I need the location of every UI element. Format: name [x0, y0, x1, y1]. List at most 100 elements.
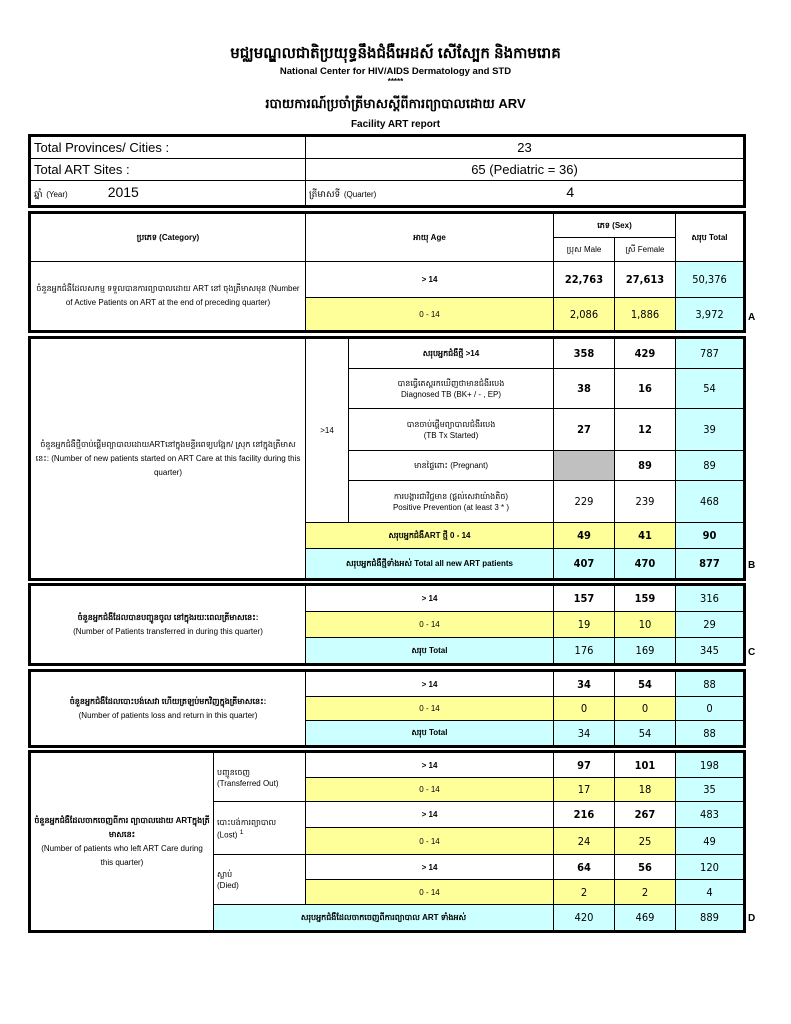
row-label-khmer: បានចាប់ផ្តើមព្យាបាលជំងឺរបេង: [406, 420, 496, 429]
female-cell: 54: [614, 671, 676, 697]
total-label: សរុប Total: [305, 720, 554, 746]
section-d-table: ចំនួនអ្នកជំងឺដែលចាកចេញពីការ ព្យាបាលដោយ A…: [28, 750, 746, 933]
sites-value: 65 (Pediatric = 36): [305, 158, 744, 181]
female-cell: 169: [614, 637, 676, 664]
provinces-label: Total Provinces/ Cities :: [30, 136, 306, 159]
age-cell: > 14: [305, 854, 554, 880]
male-cell: 97: [553, 752, 615, 778]
report-title-khmer: របាយការណ៍ប្រចាំត្រីមាសស្តីពីការព្យាបាលដោ…: [265, 96, 526, 111]
male-cell: 229: [553, 480, 615, 523]
loss-return-table: ចំនួនអ្នកជំងឺដែលបោះបង់សេវា ហើយត្រឡប់មកវិ…: [28, 669, 746, 748]
age-cell: 0 - 14: [305, 611, 554, 638]
male-cell: 157: [553, 585, 615, 612]
total-cell: 877: [675, 548, 744, 579]
total-label: សរុបអ្នកជំងឺថ្មីទាំងអស់ Total all new AR…: [305, 548, 554, 579]
loss-return-label: ចំនួនអ្នកជំងឺដែលបោះបង់សេវា ហើយត្រឡប់មកវិ…: [30, 671, 306, 746]
age-cell: 0 - 14: [305, 827, 554, 855]
total-cell: 3,972: [675, 297, 745, 331]
male-cell: 176: [553, 637, 615, 664]
row-label: សរុបអ្នកជំងឺថ្មី >14: [348, 338, 554, 369]
quarter-label-khmer: ត្រីមាសទី: [309, 189, 341, 199]
row-label-khmer: ការបង្ការជាវិជ្ជមាន (ផ្តល់សេវាយ៉ាងតិច): [393, 492, 509, 501]
total-cell: 29: [675, 611, 744, 638]
row-label: បានធ្វើតេស្តរកឃើញថាមានជំងឺរបេង Diagnosed …: [348, 368, 554, 409]
year-label-khmer: ឆ្នាំ: [34, 189, 43, 199]
male-cell: 2: [553, 879, 615, 905]
section-c-table: ចំនួនអ្នកជំងឺដែលបានបញ្ជូនចូល នៅក្នុងរយៈព…: [28, 583, 746, 666]
group-label-khmer: បោះបង់ការព្យាបាល: [217, 817, 277, 827]
age-cell: > 14: [305, 752, 554, 778]
provinces-value: 23: [305, 136, 744, 159]
male-cell: 24: [553, 827, 615, 855]
age-cell: > 14: [305, 585, 554, 612]
male-cell: 358: [553, 338, 615, 369]
group-label-khmer: បញ្ជូនចេញ: [217, 767, 251, 777]
male-cell: 34: [553, 671, 615, 697]
group-label-khmer: ស្លាប់: [217, 870, 233, 879]
male-cell: 216: [553, 801, 615, 828]
female-cell: 267: [614, 801, 676, 828]
total-cell: 49: [675, 827, 744, 855]
total-cell: 468: [675, 480, 744, 523]
age-cell: > 14: [305, 801, 554, 828]
col-female: ស្រី Female: [613, 237, 677, 262]
female-cell: 470: [614, 548, 676, 579]
male-cell: 17: [553, 777, 615, 802]
loss-return-label-khmer: ចំនួនអ្នកជំងឺដែលបោះបង់សេវា ហើយត្រឡប់មកវិ…: [69, 696, 267, 706]
section-a-label: ចំនួនអ្នកជំងឺដែលសកម្ម ទទួលបានការព្យាបាលដ…: [30, 261, 306, 331]
total-cell: 54: [675, 368, 744, 409]
female-cell: 25: [614, 827, 676, 855]
female-cell: 429: [614, 338, 676, 369]
col-sex: ភេទ (Sex): [552, 213, 677, 238]
info-table: Total Provinces/ Cities :23 Total ART Si…: [28, 134, 746, 208]
section-d-label-en: (Number of patients who left ART Care du…: [41, 843, 203, 867]
female-cell: 18: [614, 777, 676, 802]
male-cell: 34: [553, 720, 615, 746]
marker-a: A: [748, 312, 756, 323]
total-cell: 90: [675, 522, 744, 549]
group-lost: បោះបង់ការព្យាបាល (Lost) 1: [213, 801, 306, 855]
total-cell: 316: [675, 585, 744, 612]
female-cell: 89: [614, 450, 676, 481]
male-cell: 420: [553, 904, 615, 931]
row-sublabel: (TB Tx Started): [423, 431, 479, 440]
female-cell: 2: [614, 879, 676, 905]
age-group: >14: [305, 338, 349, 523]
male-cell: 49: [553, 522, 615, 549]
year-cell: ឆ្នាំ (Year) 2015: [30, 180, 306, 206]
female-cell: 469: [614, 904, 676, 931]
sites-label: Total ART Sites :: [30, 158, 306, 181]
male-cell: 22,763: [553, 261, 615, 298]
age-cell: > 14: [305, 261, 554, 298]
group-label-en: (Transferred Out): [217, 778, 279, 788]
female-cell: 56: [614, 854, 676, 880]
marker-c: C: [748, 647, 756, 658]
female-cell: 1,886: [613, 297, 677, 331]
row-label: បានចាប់ផ្តើមព្យាបាលជំងឺរបេង (TB Tx Starte…: [348, 408, 554, 451]
total-cell: 89: [675, 450, 744, 481]
total-cell: 0: [675, 696, 744, 721]
footnote-marker: 1: [239, 828, 244, 836]
section-d-label: ចំនួនអ្នកជំងឺដែលចាកចេញពីការ ព្យាបាលដោយ A…: [30, 752, 214, 931]
female-cell: 54: [614, 720, 676, 746]
section-c-label-khmer: ចំនួនអ្នកជំងឺដែលបានបញ្ជូនចូល នៅក្នុងរយៈព…: [77, 612, 259, 622]
female-cell: 41: [614, 522, 676, 549]
org-name: National Center for HIV/AIDS Dermatology…: [279, 66, 512, 77]
group-transferred-out: បញ្ជូនចេញ (Transferred Out): [213, 752, 306, 802]
female-cell: 159: [614, 585, 676, 612]
peds-label: សរុបអ្នកជំងឺART ថ្មី 0 - 14: [305, 522, 554, 549]
col-age: អាយុ Age: [305, 213, 554, 262]
section-a-table: ប្រភេទ (Category) អាយុ Age ភេទ (Sex) សរុ…: [27, 211, 747, 333]
group-died: ស្លាប់ (Died): [213, 854, 306, 905]
female-cell: 27,613: [613, 261, 677, 298]
age-cell: > 14: [305, 671, 554, 697]
org-name-khmer: មជ្ឈមណ្ឌលជាតិប្រយុទ្ធនឹងជំងឺអេដស៍ សើស្បែ…: [230, 45, 561, 62]
total-cell: 39: [675, 408, 744, 451]
total-label: សរុប Total: [305, 637, 554, 664]
marker-b: B: [748, 560, 756, 571]
row-label: មានផ្ទៃពោះ (Pregnant): [348, 450, 554, 481]
separator-stars: *****: [387, 77, 404, 86]
group-label-en: (Lost): [217, 830, 238, 840]
male-cell: 19: [553, 611, 615, 638]
total-cell: 50,376: [675, 261, 745, 298]
